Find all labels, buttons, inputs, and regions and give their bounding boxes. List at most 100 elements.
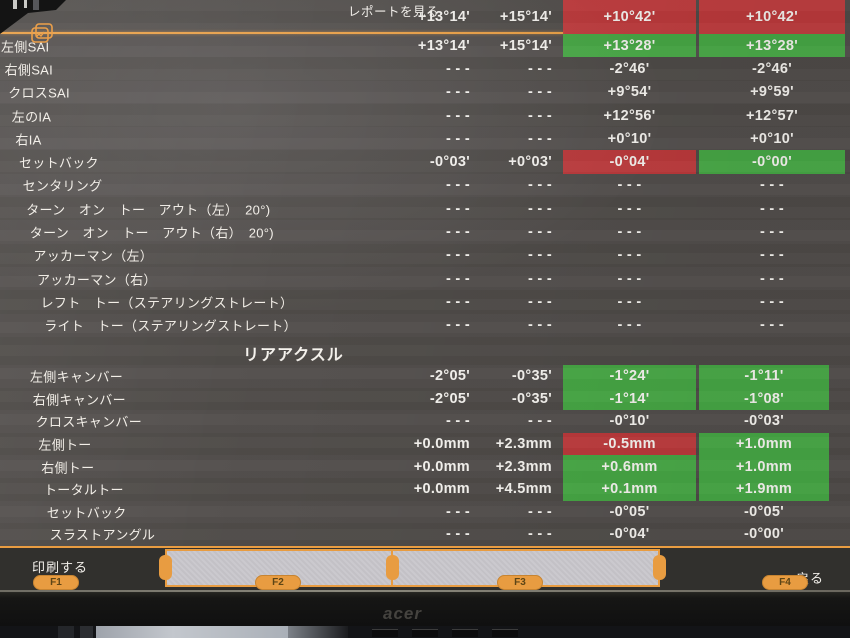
right-measurement-cell: -1°08' bbox=[699, 387, 829, 411]
table-row: アッカーマン（左） - - - - - - - - - - - - bbox=[0, 244, 850, 267]
table-row: スラストアングル - - - - - - -0°04' -0°00' bbox=[0, 523, 850, 546]
spec-min-value: - - - bbox=[445, 60, 470, 77]
right-measurement-cell: +10°42' bbox=[699, 0, 845, 34]
right-measurement-cell: - - - bbox=[759, 293, 785, 310]
row-label: トータルトー bbox=[44, 482, 124, 498]
table-row: トータルトー +0.0mm +4.5mm +0.1mm +1.9mm bbox=[0, 477, 850, 501]
window-reflection bbox=[96, 626, 288, 638]
row-label: 左のIA bbox=[11, 109, 52, 125]
rear-axle-heading: リアアクスル bbox=[243, 347, 344, 364]
background-slit bbox=[33, 0, 39, 10]
alignment-results-screen: レポートを見る +13°14' +15°14' +10°42' +10°42' … bbox=[0, 0, 850, 590]
row-label: 右側トー bbox=[41, 460, 95, 476]
window-frame-bar bbox=[80, 626, 93, 638]
f3-key-badge[interactable]: F3 bbox=[497, 575, 543, 590]
spec-min-value: -2°05' bbox=[429, 390, 470, 407]
left-measurement-cell: -0°04' bbox=[563, 150, 696, 174]
spec-min-value: +0.0mm bbox=[413, 481, 470, 498]
left-measurement-cell: - - - bbox=[617, 247, 642, 264]
spec-max-value: - - - bbox=[527, 224, 552, 241]
view-report-button[interactable]: レポートを見る bbox=[348, 5, 440, 19]
spec-max-value: - - - bbox=[527, 107, 552, 124]
report-pages-icon[interactable] bbox=[29, 22, 55, 46]
row-label: 右側SAI bbox=[4, 62, 54, 78]
spec-min-value: +13°14' bbox=[417, 9, 470, 25]
table-row: 右側SAI - - - - - - -2°46' -2°46' bbox=[0, 57, 850, 80]
spec-min-value: - - - bbox=[445, 107, 470, 124]
row-label: レフト トー（ステアリングストレート） bbox=[40, 295, 294, 311]
spec-min-value: - - - bbox=[445, 503, 470, 520]
spec-min-value: +13°14' bbox=[417, 37, 470, 54]
right-measurement-cell: - - - bbox=[759, 200, 785, 217]
table-row-partial-top: +13°14' +15°14' +10°42' +10°42' bbox=[0, 0, 850, 34]
spec-min-value: - - - bbox=[445, 413, 470, 430]
right-measurement-cell: - - - bbox=[759, 317, 785, 334]
right-measurement-cell: - - - bbox=[759, 177, 785, 194]
table-row: 右側トー +0.0mm +2.3mm +0.6mm +1.0mm bbox=[0, 455, 850, 478]
zone-marker-icon bbox=[386, 555, 399, 580]
table-row: クロスキャンバー - - - - - - -0°10' -0°03' bbox=[0, 410, 850, 433]
print-button[interactable]: 印刷する bbox=[32, 560, 89, 575]
right-measurement-cell: -0°05' bbox=[743, 503, 785, 520]
spec-max-value: - - - bbox=[527, 247, 552, 264]
left-measurement-cell: -0°10' bbox=[609, 413, 650, 430]
f2-key-badge[interactable]: F2 bbox=[255, 575, 301, 590]
spec-max-value: - - - bbox=[527, 130, 552, 147]
row-label: ターン オン トー アウト（左） 20°) bbox=[26, 202, 271, 218]
spec-max-value: - - - bbox=[527, 413, 552, 430]
table-row: ライト トー（ステアリングストレート） - - - - - - - - - - … bbox=[0, 314, 850, 337]
left-measurement-cell: - - - bbox=[617, 224, 642, 241]
table-row: レフト トー（ステアリングストレート） - - - - - - - - - - … bbox=[0, 290, 850, 313]
right-measurement-cell: +1.9mm bbox=[699, 477, 829, 501]
spec-max-value: - - - bbox=[527, 270, 552, 287]
row-label: ライト トー（ステアリングストレート） bbox=[44, 318, 297, 334]
spec-max-value: +4.5mm bbox=[495, 481, 552, 498]
acer-logo: acer bbox=[383, 604, 422, 623]
left-measurement-cell: -1°24' bbox=[563, 365, 696, 388]
table-row: 左側キャンバー -2°05' -0°35' -1°24' -1°11' bbox=[0, 365, 850, 388]
row-label: アッカーマン（右） bbox=[37, 272, 157, 288]
table-row: クロスSAI - - - - - - +9°54' +9°59' bbox=[0, 81, 850, 104]
softkey-empty-panel bbox=[165, 549, 660, 587]
table-row: 右側キャンバー -2°05' -0°35' -1°14' -1°08' bbox=[0, 387, 850, 411]
header-divider-line bbox=[0, 32, 563, 34]
spec-min-value: - - - bbox=[445, 200, 470, 217]
spec-max-value: +2.3mm bbox=[495, 458, 552, 475]
spec-max-value: +15°14' bbox=[499, 37, 552, 54]
table-row: ターン オン トー アウト（右） 20°) - - - - - - - - - … bbox=[0, 220, 850, 243]
window-frame-bar bbox=[58, 626, 74, 638]
table-row: セットバック -0°03' +0°03' -0°04' -0°00' bbox=[0, 150, 850, 174]
left-measurement-cell: - - - bbox=[617, 200, 642, 217]
left-measurement-cell: - - - bbox=[617, 293, 642, 310]
right-measurement-cell: +13°28' bbox=[699, 34, 845, 58]
f4-key-badge[interactable]: F4 bbox=[762, 575, 808, 590]
spec-max-value: -0°35' bbox=[511, 368, 552, 385]
monitor-control-button bbox=[492, 629, 518, 637]
table-row: センタリング - - - - - - - - - - - - bbox=[0, 174, 850, 197]
left-measurement-cell: +12°56' bbox=[603, 107, 656, 124]
row-label: クロスキャンバー bbox=[35, 414, 142, 430]
left-measurement-cell: +9°54' bbox=[607, 84, 652, 101]
spec-min-value: - - - bbox=[445, 526, 470, 543]
left-measurement-cell: - - - bbox=[617, 270, 642, 287]
right-measurement-cell: +1.0mm bbox=[699, 455, 829, 478]
spec-min-value: - - - bbox=[445, 317, 470, 334]
f1-key-badge[interactable]: F1 bbox=[33, 575, 79, 590]
left-measurement-cell: +0°10' bbox=[607, 130, 652, 147]
spec-max-value: - - - bbox=[527, 503, 552, 520]
spec-min-value: - - - bbox=[445, 293, 470, 310]
rear-axle-table: 左側キャンバー -2°05' -0°35' -1°24' -1°11' 右側キャ… bbox=[0, 365, 850, 546]
spec-min-value: +0.0mm bbox=[413, 436, 470, 453]
right-measurement-cell: +12°57' bbox=[745, 107, 799, 124]
shadow-fade bbox=[288, 626, 348, 638]
spec-min-value: - - - bbox=[445, 224, 470, 241]
spec-min-value: - - - bbox=[445, 177, 470, 194]
row-label: 左側キャンバー bbox=[30, 369, 124, 385]
row-label: ターン オン トー アウト（右） 20°) bbox=[29, 225, 274, 241]
row-label: スラストアングル bbox=[49, 527, 156, 543]
front-axle-table: 左側SAI +13°14' +15°14' +13°28' +13°28' 右側… bbox=[0, 34, 850, 337]
right-measurement-cell: - - - bbox=[759, 247, 785, 264]
right-measurement-cell: +1.0mm bbox=[699, 432, 829, 456]
row-label: セットバック bbox=[46, 505, 127, 521]
